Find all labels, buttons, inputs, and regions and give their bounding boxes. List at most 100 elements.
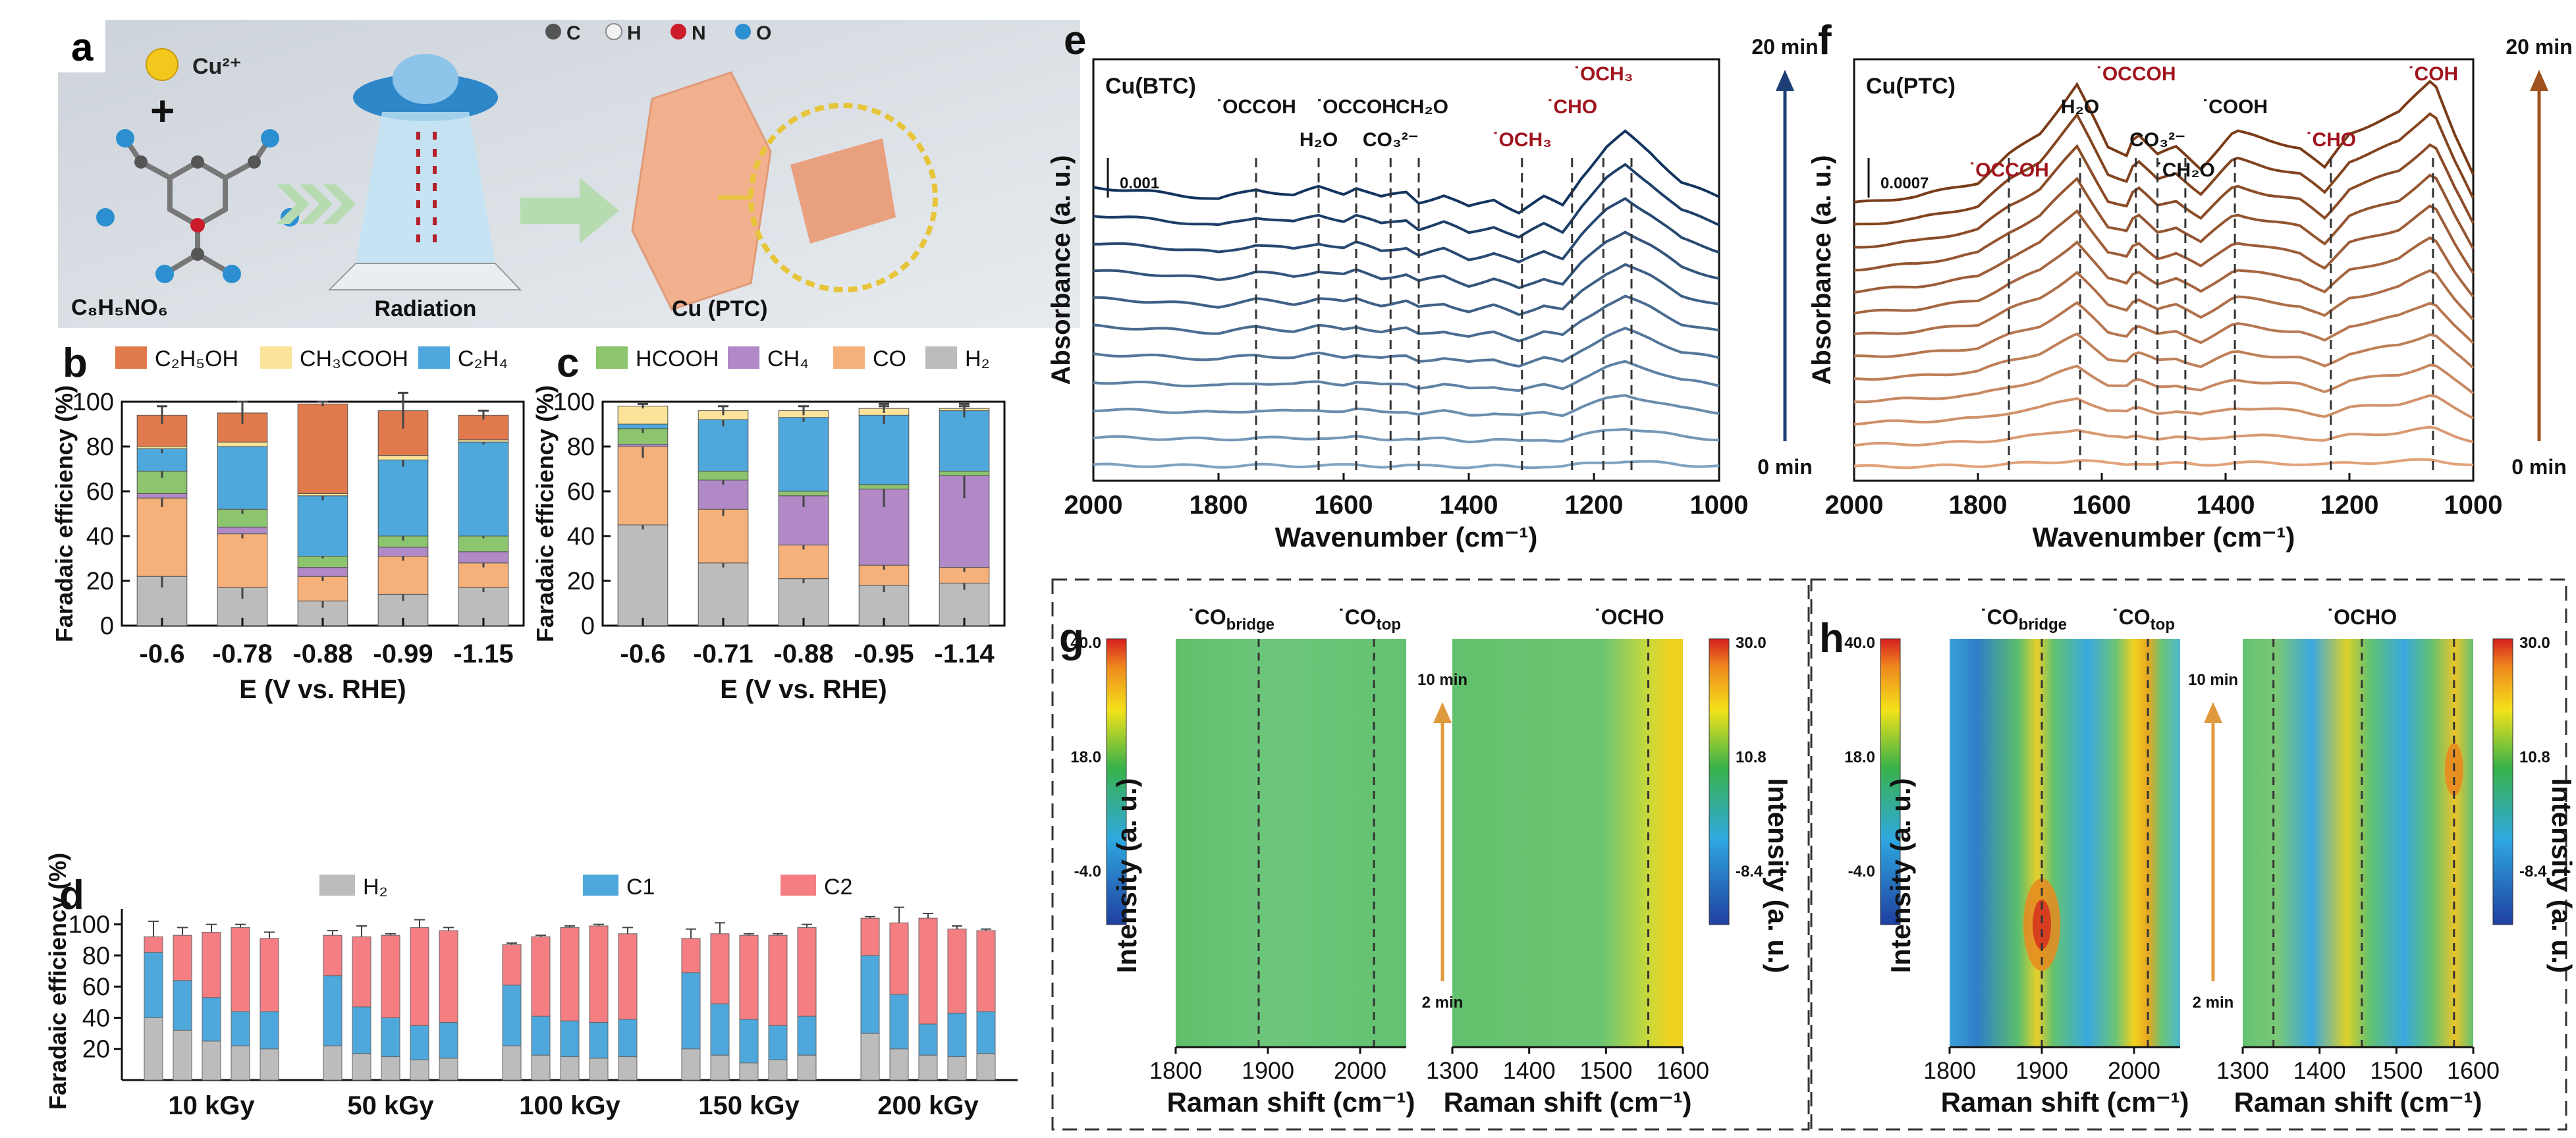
y-axis-label: Intensity (a. u.) [1885,778,1916,973]
colorbar [1709,638,1730,925]
bar-segment [768,1059,788,1081]
x-tick-label: -0.99 [373,639,433,668]
colorbar [1880,638,1901,925]
bar-segment [768,1025,788,1060]
panel-g-label: g [1059,616,1084,661]
bar-segment [698,479,749,510]
y-tick-label: 20 [82,1036,110,1064]
x-tick-label: 2000 [1064,491,1123,520]
bar-segment [217,533,268,588]
bar-segment [918,1054,938,1081]
spectrum-line [1093,129,1720,215]
bar-segment [710,1003,730,1056]
spectrum-line [1853,173,2475,272]
peak-label: ˙CHO [1547,96,1597,118]
y-tick-label: 20 [567,568,595,595]
x-axis-label: E (V vs. RHE) [720,675,887,704]
atom-legend-o: O [756,22,771,44]
x-tick-label: -0.88 [773,639,833,668]
legend-swatch [319,875,355,896]
bar-segment [768,935,788,1026]
bar-segment [377,459,429,537]
bar-segment [531,1016,551,1056]
panel-d-label: d [59,873,84,918]
bar-segment [144,936,163,953]
spectrum-title: Cu(BTC) [1105,74,1196,99]
time-arrow-head-icon [2530,70,2548,91]
bar-segment [144,1017,163,1081]
arrow-chevrons-icon [277,184,356,224]
heatmap-image [1950,639,2180,1047]
bar-segment [797,1016,817,1056]
legend-label: C2 [824,875,852,900]
bar-segment [136,446,188,449]
y-axis-label: Absorbance (a. u.) [1047,155,1076,385]
cu-ion-icon [146,48,178,81]
bar-segment [502,1045,522,1081]
radiation-source-icon [327,54,522,290]
bar-segment [458,551,509,564]
spectrum-line [1093,263,1720,316]
x-axis-label: Raman shift (cm⁻¹) [1941,1087,2189,1118]
colorbar-label: -8.4 [2519,863,2547,881]
bar-segment [377,547,429,557]
y-tick-label: 40 [82,1004,110,1032]
group-label: 200 kGy [877,1091,979,1120]
peak-label-subscript: bridge [1226,616,1274,634]
bar-segment [458,439,509,443]
bar-segment [323,975,343,1046]
peak-label: ˙CObridge [1980,605,2067,634]
x-tick-label: -0.6 [620,639,666,668]
radiation-label: Radiation [375,296,477,321]
x-axis-label: Wavenumber (cm⁻¹) [2033,522,2295,553]
y-axis-label: Intensity (a. u.) [1763,778,1794,973]
bar-segment [860,917,880,956]
x-tick-label: -0.95 [854,639,914,668]
heatmap-image [1452,639,1683,1047]
x-tick-label: 2000 [2108,1057,2160,1084]
x-tick-label: 1400 [1440,491,1498,520]
bar-segment [778,491,829,497]
peak-label-subscript: top [1377,616,1401,634]
legend-swatch [833,346,865,369]
time-top-label: 20 min [2506,35,2572,59]
panel-h-label: h [1819,616,1844,661]
legend-label: H₂ [965,346,990,371]
bar-segment [681,972,701,1050]
y-axis-label: Intensity (a. u.) [2546,778,2576,973]
legend-label: C₂H₄ [458,346,508,371]
colorbar-label: 18.0 [1070,749,1101,767]
scale-bar-label: 0.0007 [1880,175,1929,192]
legend-swatch [418,346,450,369]
bar-segment [377,455,429,460]
y-tick-label: 40 [86,523,114,551]
bar-segment [439,930,458,1023]
spectrum-line [1853,112,2475,226]
peak-label: ˙OCCOH [1316,96,1396,118]
panel-a-label: a [71,25,94,69]
plot-frame [1092,58,1720,482]
spectrum-line [1853,236,2475,315]
spectrum-line [1093,394,1720,418]
bar-segment [173,980,192,1031]
x-axis-label: Wavenumber (cm⁻¹) [1275,522,1538,553]
legend-swatch [925,346,957,369]
x-tick-label: 1000 [1690,491,1749,520]
spectrum-line [1853,425,2474,447]
group-label: 50 kGy [347,1091,434,1120]
spectrum-line [1093,197,1720,263]
atom-legend-c: C [566,22,581,44]
y-tick-label: 40 [567,523,595,551]
peak-label: ˙OCHO [1594,605,1664,629]
bar-segment [589,925,609,1023]
y-axis-label: Absorbance (a. u.) [1807,155,1836,385]
spectrum-line [1854,300,2475,358]
x-tick-label: 1200 [1565,491,1624,520]
x-tick-label: 1200 [2320,491,2379,520]
x-tick-label: 1300 [2216,1057,2269,1084]
spectrum-line [1853,332,2475,381]
y-tick-label: 60 [82,973,110,1001]
y-tick-label: 80 [82,942,110,970]
peak-label-subscript: top [2151,616,2175,634]
